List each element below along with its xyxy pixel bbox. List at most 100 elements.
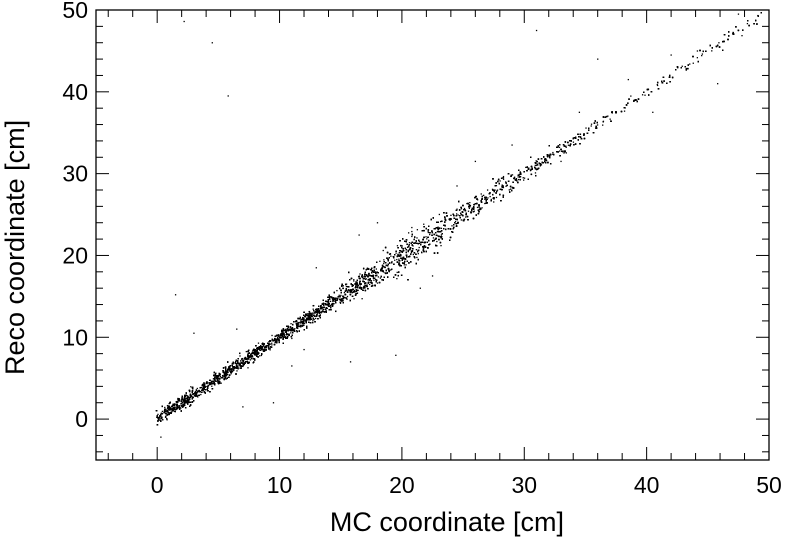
- data-point: [540, 164, 543, 166]
- data-point: [286, 329, 288, 331]
- data-point: [346, 295, 349, 298]
- data-point: [460, 219, 462, 221]
- data-point: [231, 368, 234, 370]
- data-point: [517, 178, 520, 181]
- data-point: [180, 401, 183, 403]
- data-point: [656, 83, 658, 86]
- data-point: [455, 213, 458, 215]
- data-point: [167, 410, 169, 413]
- data-point: [558, 146, 561, 149]
- data-point: [340, 294, 342, 297]
- data-point: [478, 206, 480, 208]
- data-point: [229, 370, 231, 372]
- data-point: [481, 207, 483, 209]
- data-point: [696, 57, 699, 59]
- data-point: [196, 387, 198, 390]
- data-point: [609, 118, 611, 120]
- data-point: [223, 376, 226, 378]
- data-point: [525, 166, 527, 169]
- data-point: [496, 189, 499, 191]
- data-point: [701, 53, 704, 55]
- data-point: [411, 235, 413, 238]
- data-point: [398, 260, 400, 262]
- data-point: [242, 365, 244, 368]
- data-point: [271, 344, 273, 346]
- data-point: [295, 320, 298, 322]
- data-point: [298, 321, 300, 324]
- data-point: [711, 50, 713, 52]
- data-point: [179, 400, 181, 402]
- data-point: [379, 277, 382, 279]
- data-point: [469, 201, 471, 204]
- data-point: [596, 124, 599, 126]
- data-point: [303, 319, 305, 321]
- data-point: [741, 35, 743, 37]
- data-point: [282, 331, 284, 334]
- data-point: [239, 367, 241, 369]
- data-point: [211, 380, 213, 383]
- data-point: [166, 419, 168, 421]
- data-point: [517, 176, 519, 178]
- data-point: [511, 174, 514, 176]
- data-point: [348, 290, 351, 292]
- data-point: [300, 321, 302, 323]
- data-point: [432, 237, 435, 239]
- data-point: [346, 298, 348, 300]
- data-point: [681, 65, 683, 67]
- data-point: [173, 403, 176, 405]
- data-point: [397, 253, 399, 256]
- data-point: [418, 240, 420, 242]
- data-point: [186, 396, 188, 398]
- data-point: [269, 343, 271, 345]
- data-point: [423, 223, 425, 225]
- data-point: [157, 413, 159, 416]
- data-point: [327, 300, 330, 302]
- data-point: [602, 124, 604, 126]
- data-point: [427, 231, 429, 234]
- data-point: [159, 417, 161, 419]
- data-point: [519, 176, 522, 178]
- data-point: [183, 397, 186, 399]
- data-point: [262, 345, 265, 347]
- data-point: [437, 226, 439, 228]
- data-point: [473, 210, 475, 212]
- data-point: [701, 54, 703, 57]
- data-point: [523, 177, 526, 179]
- data-point: [489, 192, 491, 194]
- data-point: [641, 94, 644, 96]
- data-point: [415, 249, 418, 251]
- data-point: [425, 236, 427, 238]
- data-point: [235, 362, 237, 365]
- data-point: [388, 253, 391, 255]
- data-point: [450, 214, 452, 217]
- data-point: [403, 264, 405, 266]
- data-point: [329, 304, 332, 307]
- data-point: [534, 172, 537, 174]
- data-point: [718, 42, 720, 44]
- data-point: [493, 201, 495, 203]
- data-point: [402, 257, 404, 259]
- data-point: [329, 300, 332, 303]
- data-point: [301, 318, 303, 320]
- data-point: [508, 189, 510, 191]
- data-point: [269, 347, 271, 350]
- data-point: [226, 373, 229, 376]
- data-point: [238, 364, 240, 366]
- data-point: [303, 318, 305, 320]
- data-point: [301, 320, 303, 322]
- data-point: [243, 361, 245, 363]
- data-point: [202, 385, 204, 387]
- data-point: [467, 210, 470, 212]
- data-point: [466, 202, 468, 205]
- data-point: [444, 217, 446, 219]
- data-point: [256, 352, 258, 354]
- data-point: [333, 303, 335, 305]
- data-point: [572, 141, 575, 143]
- data-point: [482, 194, 485, 197]
- data-point: [509, 188, 512, 190]
- data-point: [190, 386, 192, 388]
- data-point: [300, 320, 302, 322]
- data-point: [400, 255, 402, 257]
- data-point: [202, 389, 204, 392]
- data-point: [311, 315, 314, 318]
